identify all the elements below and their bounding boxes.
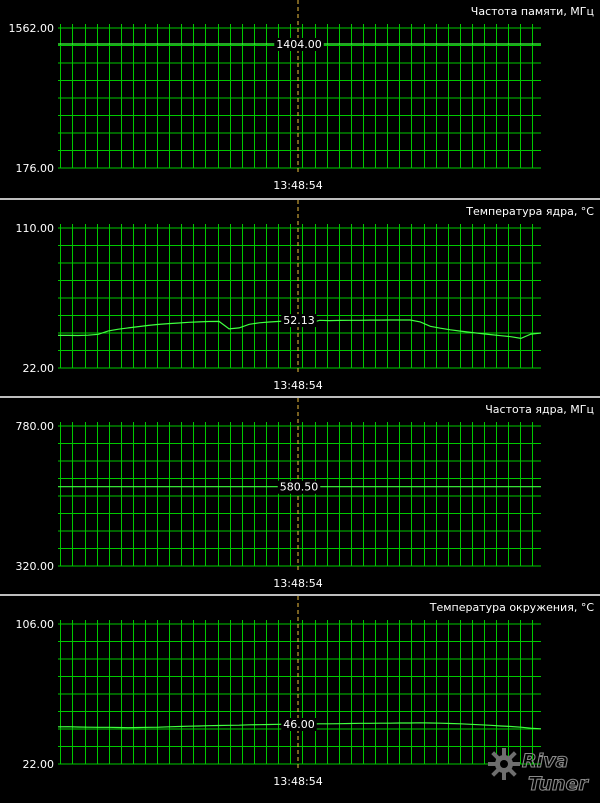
- chart-title: Температура ядра, °С: [465, 205, 594, 218]
- cursor-value-label: 1404.00: [276, 38, 322, 51]
- svg-text:Tuner: Tuner: [528, 773, 589, 795]
- time-label: 13:48:54: [273, 775, 322, 788]
- svg-text:Riva: Riva: [522, 750, 568, 772]
- y-axis-min-label: 22.00: [23, 362, 55, 375]
- time-label: 13:48:54: [273, 379, 322, 392]
- monitor-panel-memory-clock: 1404.00 Частота памяти, МГц 1562.00 176.00 1…: [0, 0, 600, 199]
- y-axis-max-label: 106.00: [16, 618, 55, 631]
- panel-separator: [0, 594, 600, 596]
- chart-ambient-temperature: 46.00 Температура окружения, °С 106.00 22.0…: [16, 596, 595, 788]
- cursor-value-background: [277, 480, 321, 494]
- monitor-panel-core-clock: 580.50 Частота ядра, МГц 780.00 320.00 13:48…: [0, 398, 600, 597]
- y-axis-max-label: 110.00: [16, 222, 55, 235]
- rivatuner-logo: Riva Tuner: [488, 748, 590, 796]
- chart-memory-clock: 1404.00 Частота памяти, МГц 1562.00 176.00 1…: [9, 0, 594, 192]
- chart-core-clock: 580.50 Частота ядра, МГц 780.00 320.00 13:48…: [16, 398, 594, 590]
- y-axis-max-label: 1562.00: [9, 22, 55, 35]
- cursor-value-background: [281, 718, 317, 731]
- monitor-panel-core-temperature: 52.13 Температура ядра, °С 110.00 22.00 13:4…: [0, 200, 600, 399]
- time-label: 13:48:54: [273, 577, 322, 590]
- y-axis-max-label: 780.00: [16, 420, 55, 433]
- y-axis-min-label: 22.00: [23, 758, 55, 771]
- chart-title: Температура окружения, °С: [429, 601, 595, 614]
- chart-title: Частота ядра, МГц: [485, 403, 594, 416]
- panel-separator: [0, 198, 600, 200]
- panel-separator: [0, 396, 600, 398]
- cursor-value-label: 46.00: [283, 718, 315, 731]
- y-axis-min-label: 320.00: [16, 560, 55, 573]
- chart-title: Частота памяти, МГц: [471, 5, 594, 18]
- chart-core-temperature: 52.13 Температура ядра, °С 110.00 22.00 13:4…: [16, 200, 594, 392]
- time-label: 13:48:54: [273, 179, 322, 192]
- cursor-value-label: 52.13: [283, 314, 315, 327]
- cursor-value-background: [274, 37, 324, 51]
- cursor-value-background: [281, 314, 317, 328]
- cursor-value-label: 580.50: [280, 481, 319, 494]
- y-axis-min-label: 176.00: [16, 162, 55, 175]
